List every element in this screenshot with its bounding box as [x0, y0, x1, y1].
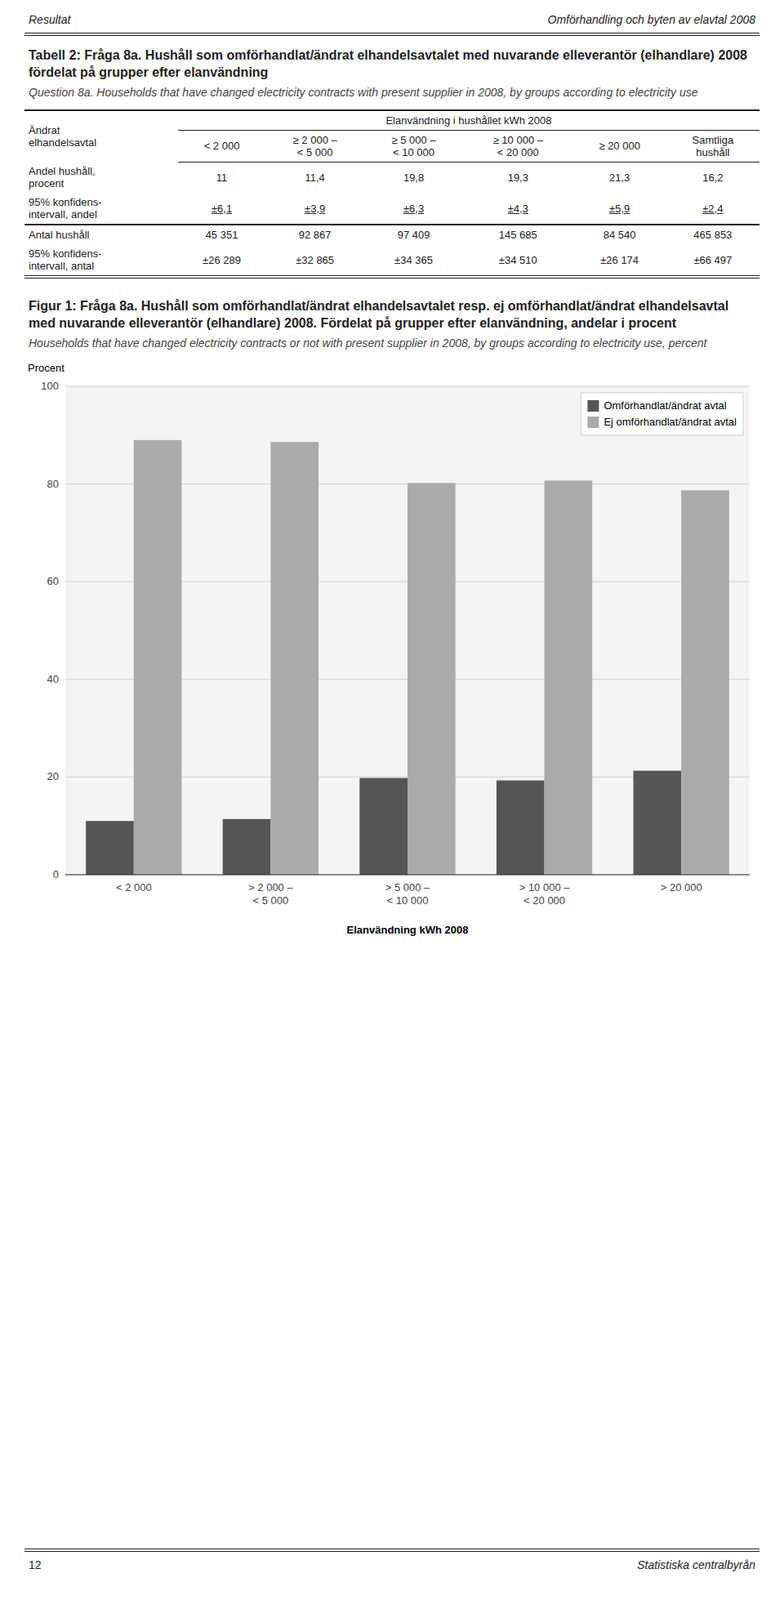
plot-background: [65, 386, 750, 875]
table-cell: 16,2: [666, 161, 760, 193]
x-tick-label: > 10 000 –< 20 000: [519, 881, 571, 907]
chart-subtitle: Households that have changed electricity…: [28, 335, 756, 351]
header-row: Ändrat elhandelsavtalElanvändning i hush…: [24, 110, 760, 131]
table-cell: 19,3: [463, 161, 574, 193]
table-cell: ±5,9: [573, 192, 667, 225]
table-cell: 465 853: [666, 224, 760, 245]
legend-box: [580, 392, 744, 436]
column-header: ≥ 2 000 – < 5 000: [265, 129, 365, 162]
column-header: < 2 000: [178, 129, 266, 162]
bar-chart: Procent 0 20 40 60 80 100 < 2 000 > 2 000 –< 5 0…: [24, 360, 760, 949]
table-row: Antal hushåll45 35192 86797 409145 68584…: [24, 224, 760, 245]
table-cell: 11: [178, 161, 266, 193]
table-cell: 19,8: [364, 161, 464, 193]
header-right: Omförhandling och byten av elavtal 2008: [547, 13, 757, 27]
table-row: 95% konfidens- intervall, antal±26 289±3…: [24, 244, 760, 277]
table-cell: ±32 865: [265, 244, 365, 277]
footer-right: Statistiska centralbyrån: [637, 1558, 756, 1572]
table-subtitle: Question 8a. Households that have change…: [28, 84, 756, 100]
chart-title: Figur 1: Fråga 8a. Hushåll som omförhand…: [28, 298, 756, 333]
legend-entry: Ej omförhandlat/ändrat avtal: [603, 415, 737, 428]
bar: [496, 780, 545, 875]
bar: [544, 480, 593, 875]
y-axis-label: Procent: [27, 361, 65, 375]
y-tick-label: 20: [47, 770, 59, 783]
row-label: Antal hushåll: [24, 224, 179, 245]
legend-swatch: [587, 400, 599, 412]
x-tick-label: > 5 000 –< 10 000: [385, 881, 431, 907]
bar: [222, 819, 272, 875]
page-header: Resultat Omförhandling och byten av elavt…: [24, 9, 760, 36]
table-cell: ±26 289: [178, 244, 266, 277]
bar: [681, 490, 730, 875]
header-left-cell: Ändrat elhandelsavtal: [24, 110, 179, 163]
column-header: ≥ 5 000 – < 10 000: [364, 129, 464, 162]
bar: [85, 820, 134, 875]
table-head: Ändrat elhandelsavtalElanvändning i hush…: [24, 110, 760, 163]
x-tick-label: > 20 000: [660, 881, 703, 894]
column-header: Samtliga hushåll: [666, 129, 760, 162]
table-cell: ±2,4: [666, 192, 760, 225]
table-cell: ±3,9: [265, 192, 365, 225]
legend-swatch: [587, 416, 599, 428]
table-cell: ±66 497: [666, 244, 760, 277]
table-cell: ±34 510: [463, 244, 574, 277]
row-label: Andel hushåll, procent: [24, 161, 179, 193]
column-header: ≥ 20 000: [573, 129, 667, 162]
row-label: 95% konfidens- intervall, antal: [24, 244, 179, 277]
table-cell: ±26 174: [573, 244, 667, 277]
x-tick-label: < 2 000: [115, 881, 152, 894]
bar: [270, 441, 319, 875]
footer-left: 12: [28, 1558, 42, 1572]
bar: [633, 770, 682, 875]
table-body: Andel hushåll, procent1111,419,819,321,3…: [24, 161, 760, 277]
x-axis-label: Elanvändning kWh 2008: [347, 923, 469, 936]
bar: [359, 778, 408, 875]
table-cell: ±34 365: [364, 244, 464, 277]
table-cell: 145 685: [463, 224, 574, 245]
grid-line: [65, 874, 750, 876]
table-cell: 45 351: [178, 224, 266, 245]
table-cell: ±6,1: [178, 192, 266, 225]
table-cell: 11,4: [265, 161, 365, 193]
y-tick-label: 0: [53, 868, 59, 881]
table-cell: ±4,3: [463, 192, 574, 225]
table-cell: 97 409: [364, 224, 464, 245]
y-tick-label: 80: [47, 477, 59, 490]
x-tick-label: > 2 000 –< 5 000: [248, 881, 294, 907]
bar: [407, 482, 456, 875]
table-cell: 21,3: [573, 161, 667, 193]
table-title: Tabell 2: Fråga 8a. Hushåll som omförhan…: [28, 47, 756, 82]
bars: [85, 440, 730, 875]
header-group: Elanvändning i hushållet kWh 2008: [178, 110, 760, 131]
header-row: < 2 000≥ 2 000 – < 5 000≥ 5 000 – < 10 0…: [24, 129, 760, 162]
table-cell: ±6,3: [364, 192, 464, 225]
header-left: Resultat: [28, 13, 71, 27]
table-row: Andel hushåll, procent1111,419,819,321,3…: [24, 161, 760, 193]
legend: Omförhandlat/ändrat avtal Ej omförhandlat…: [580, 392, 744, 436]
page-footer: 12 Statistiska centralbyrån: [24, 1548, 760, 1572]
table-row: 95% konfidens- intervall, andel±6,1±3,9±…: [24, 192, 760, 225]
column-header: ≥ 10 000 – < 20 000: [463, 129, 574, 162]
y-tick-label: 100: [40, 379, 59, 392]
legend-entry: Omförhandlat/ändrat avtal: [603, 399, 727, 412]
table-cell: 84 540: [573, 224, 667, 245]
y-tick-label: 40: [47, 672, 59, 686]
table-cell: 92 867: [265, 224, 365, 245]
data-table: Ändrat elhandelsavtalElanvändning i hush…: [24, 109, 760, 280]
bar: [133, 440, 183, 875]
x-axis-line: [65, 874, 750, 876]
row-label: 95% konfidens- intervall, andel: [24, 192, 179, 225]
y-tick-label: 60: [47, 574, 59, 588]
grid-line: [65, 386, 750, 388]
